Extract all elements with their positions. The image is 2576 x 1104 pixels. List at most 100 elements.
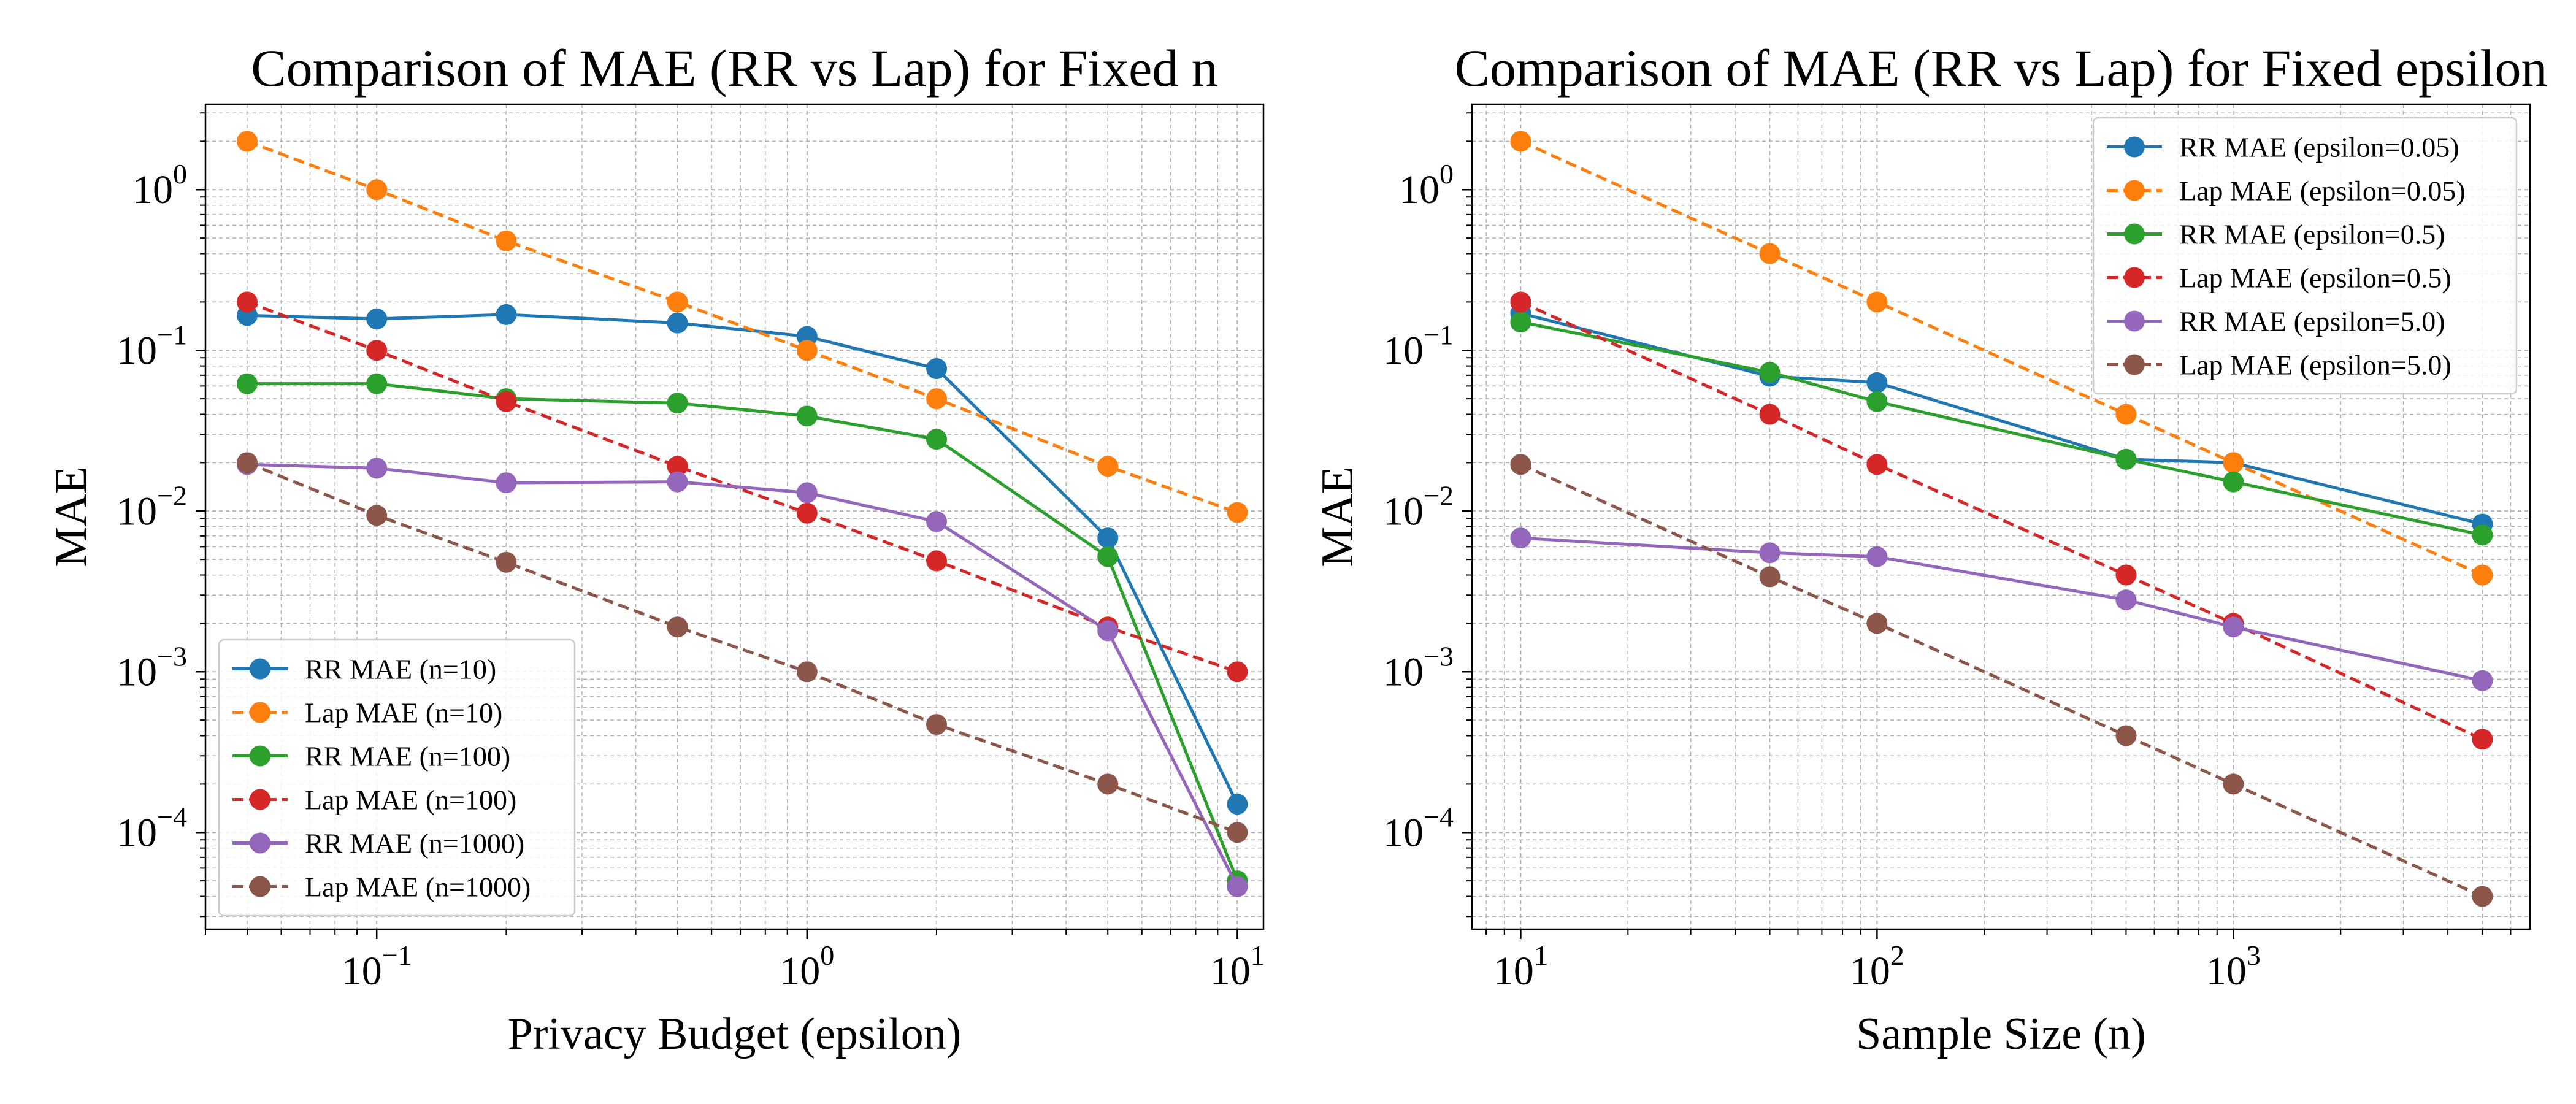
left-y-tick-label: 10−2 <box>117 480 187 534</box>
left-legend-label: RR MAE (n=1000) <box>305 828 524 859</box>
right-legend-label: RR MAE (epsilon=5.0) <box>2179 306 2445 337</box>
left-series-line-4 <box>247 462 1239 887</box>
left-series-4-point <box>1097 620 1119 642</box>
left-series-2-point <box>236 373 258 394</box>
left-series-1-point <box>1097 456 1119 477</box>
right-series-5-point <box>1866 613 1888 634</box>
right-series-2-point <box>2115 448 2137 470</box>
left-series-1-point <box>236 131 258 152</box>
left-legend-label: RR MAE (n=100) <box>305 741 510 772</box>
left-series-4-point <box>496 472 517 494</box>
left-series-2-point <box>366 373 388 394</box>
left-series-0-point <box>1097 527 1119 549</box>
right-series-5-point <box>1510 454 1531 475</box>
left-legend-swatch-marker <box>250 745 270 767</box>
left-chart: 10−1 100 101 10−4 10−3 10−2 10−1 100 Comparison… <box>46 39 1265 1059</box>
left-series-4-point <box>366 458 388 479</box>
right-legend-box <box>2092 117 2518 395</box>
left-series-3-point <box>366 340 388 361</box>
left-series-line-0 <box>247 313 1239 805</box>
left-series-5-point <box>1097 773 1119 795</box>
right-series-0-point <box>1866 372 1888 393</box>
left-series-5-point <box>796 661 818 683</box>
left-series-0-point <box>366 308 388 329</box>
right-y-axis-label: MAE <box>1313 466 1363 567</box>
left-legend-swatch-marker <box>250 702 270 723</box>
left-y-tick-label: 10−3 <box>117 640 187 694</box>
left-series-line-5 <box>247 461 1238 834</box>
right-series-4-point <box>2472 670 2493 691</box>
left-legend-swatch-marker <box>250 658 270 680</box>
right-series-line-0 <box>1520 312 2483 526</box>
right-chart: 101 102 103 10−4 10−3 10−2 10−1 100 Comparison … <box>1313 39 2547 1059</box>
left-series-0-point <box>496 304 517 325</box>
left-ticks: 10−1 100 101 10−4 10−3 10−2 10−1 100 <box>117 112 1265 994</box>
right-series-3-point <box>2472 729 2493 750</box>
left-plot-frame <box>204 103 1265 930</box>
right-y-tick-label: 10−4 <box>1383 801 1454 855</box>
left-series-5-point <box>496 551 517 573</box>
left-x-tick-label: 100 <box>780 940 834 994</box>
right-legend-label: RR MAE (epsilon=0.5) <box>2179 219 2445 250</box>
right-legend-label: Lap MAE (epsilon=5.0) <box>2179 350 2451 381</box>
right-legend-swatch-marker <box>2124 354 2145 375</box>
left-legend-swatch-marker <box>250 789 270 810</box>
right-legend-swatch-marker <box>2124 267 2145 288</box>
right-series-1-point <box>2472 564 2493 586</box>
right-series-4-point <box>1866 546 1888 567</box>
right-series-1-point <box>1866 291 1888 313</box>
right-series <box>1510 131 2493 907</box>
right-series-4-point <box>2223 616 2244 638</box>
left-series-4-point <box>796 482 818 504</box>
right-series-2-point <box>1759 362 1781 383</box>
left-series-3-point <box>236 291 258 313</box>
right-legend-label: Lap MAE (epsilon=0.5) <box>2179 263 2451 294</box>
left-series-2-point <box>667 393 688 414</box>
right-series-2-point <box>2472 524 2493 546</box>
right-series-5-point <box>1759 566 1781 588</box>
left-series-4-point <box>1227 876 1248 897</box>
left-series-4-point <box>926 511 948 532</box>
left-series-1-point <box>667 291 688 313</box>
right-y-tick-label: 10−3 <box>1383 640 1454 694</box>
left-x-tick-label: 10−1 <box>342 940 412 994</box>
left-series-2-point <box>1097 546 1119 567</box>
right-legend-swatch-marker <box>2124 223 2145 245</box>
right-legend-swatch-marker <box>2124 136 2145 158</box>
left-series-1-point <box>1227 502 1248 523</box>
right-plot-frame <box>1471 103 2531 930</box>
right-series-2-point <box>1510 312 1531 333</box>
right-legend-label: RR MAE (epsilon=0.05) <box>2179 132 2459 163</box>
left-series-1-point <box>926 388 948 410</box>
left-series-3-point <box>796 502 818 524</box>
right-series-5-point <box>2115 725 2137 746</box>
left-legend: RR MAE (n=10) Lap MAE (n=10) RR MAE (n=100… <box>218 638 576 917</box>
right-series-1-point <box>2223 452 2244 473</box>
left-legend-label: RR MAE (n=10) <box>305 654 496 685</box>
left-series-5-point <box>236 452 258 473</box>
left-series-4-point <box>667 471 688 493</box>
left-legend-swatch-marker <box>250 832 270 854</box>
right-chart-title: Comparison of MAE (RR vs Lap) for Fixed … <box>1455 39 2548 98</box>
left-y-tick-label: 100 <box>132 158 187 212</box>
left-chart-title: Comparison of MAE (RR vs Lap) for Fixed … <box>251 39 1218 98</box>
left-series <box>236 131 1248 897</box>
left-series-0-point <box>1227 794 1248 815</box>
right-series-4-point <box>2115 589 2137 611</box>
right-y-tick-label: 10−1 <box>1383 319 1454 373</box>
right-legend-swatch-marker <box>2124 180 2145 201</box>
right-series-1-point <box>2115 404 2137 425</box>
right-series-2-point <box>1866 391 1888 412</box>
right-series-3-point <box>1759 404 1781 425</box>
left-series-2-point <box>796 405 818 427</box>
right-series-4-point <box>1759 542 1781 564</box>
right-legend-swatch-marker <box>2124 310 2145 332</box>
left-x-tick-label: 101 <box>1210 940 1265 994</box>
left-series-5-point <box>926 714 948 735</box>
left-series-1-point <box>496 230 517 251</box>
left-legend-label: Lap MAE (n=1000) <box>305 872 531 903</box>
left-series-line-2 <box>247 382 1239 882</box>
right-series-1-point <box>1510 131 1531 152</box>
left-series-0-point <box>926 358 948 379</box>
